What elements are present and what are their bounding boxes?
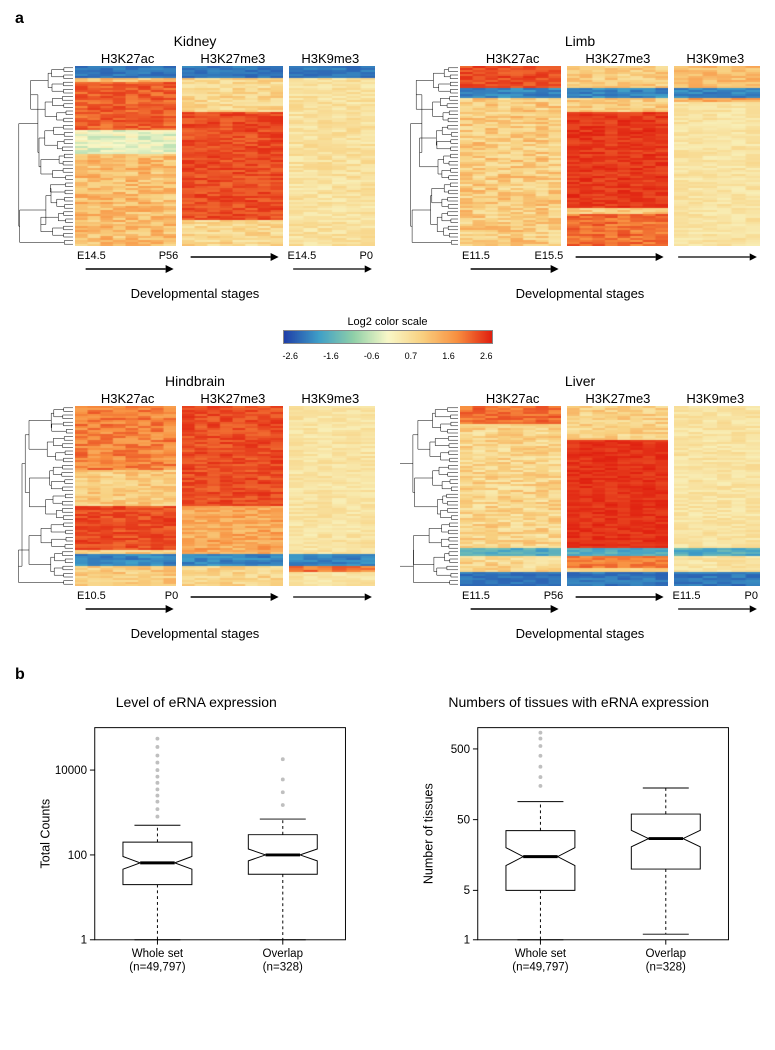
svg-text:(n=328): (n=328) xyxy=(263,962,303,974)
stage-labels: E10.5P0 xyxy=(75,590,180,602)
heatmap-column xyxy=(289,66,375,246)
boxplot: Numbers of tissues with eRNA expression 1… xyxy=(409,694,749,993)
mark-label: H3K27ac xyxy=(460,51,565,66)
svg-text:100: 100 xyxy=(68,850,87,862)
mark-label: H3K9me3 xyxy=(671,391,760,406)
mark-label: H3K27me3 xyxy=(565,391,670,406)
mark-labels: H3K27acH3K27me3H3K9me3 xyxy=(75,391,375,406)
heatmap-hindbrain: Hindbrain H3K27acH3K27me3H3K9me3 E10.5P0 De… xyxy=(15,373,375,641)
heatmap-column xyxy=(460,66,561,246)
heatmap-column xyxy=(567,406,668,586)
heatmap-column xyxy=(182,406,283,586)
mark-label: H3K27me3 xyxy=(180,51,285,66)
panel-a-label: a xyxy=(15,10,760,28)
dendrogram xyxy=(15,406,75,586)
mark-label: H3K9me3 xyxy=(286,51,375,66)
svg-text:Total Counts: Total Counts xyxy=(39,799,53,869)
heatmap-column xyxy=(182,66,283,246)
boxplot-svg: 1 100 10000 Total Counts Whole set (n=49,797)… xyxy=(26,718,366,988)
mark-label: H3K9me3 xyxy=(286,391,375,406)
arrow-icon xyxy=(460,263,565,275)
dev-stages-label: Developmental stages xyxy=(400,626,760,641)
dendrogram xyxy=(400,66,460,246)
panel-b: Level of eRNA expression 1 100 10000 Total C… xyxy=(15,694,760,993)
arrow-icon xyxy=(671,251,760,263)
arrow-icon xyxy=(671,603,760,615)
heatmap-column xyxy=(460,406,561,586)
svg-text:Whole set: Whole set xyxy=(132,948,184,960)
arrow-icon xyxy=(286,263,375,275)
arrow-icon xyxy=(75,603,180,615)
mark-labels: H3K27acH3K27me3H3K9me3 xyxy=(460,391,760,406)
svg-text:1: 1 xyxy=(463,935,469,947)
stage-labels: E11.5E15.5 xyxy=(460,250,565,262)
svg-text:50: 50 xyxy=(457,815,470,827)
arrow-icon xyxy=(75,263,180,275)
heatmap-column xyxy=(75,66,176,246)
svg-text:10000: 10000 xyxy=(55,765,87,777)
heatmap-limb: Limb H3K27acH3K27me3H3K9me3 E11.5E15.5 Deve… xyxy=(400,33,760,301)
svg-text:500: 500 xyxy=(450,744,469,756)
boxplot-svg: 1 5 50 500 Number of tissues Whole set (n=49,7… xyxy=(409,718,749,988)
boxplot-title: Level of eRNA expression xyxy=(26,694,366,710)
colorbar-title: Log2 color scale xyxy=(15,316,760,328)
heatmap-column xyxy=(75,406,176,586)
dev-stages-label: Developmental stages xyxy=(15,626,375,641)
svg-text:Number of tissues: Number of tissues xyxy=(421,783,435,884)
svg-text:(n=49,797): (n=49,797) xyxy=(130,962,186,974)
mark-label: H3K27ac xyxy=(460,391,565,406)
colorbar-gradient xyxy=(283,330,493,344)
stage-labels: E11.5P0 xyxy=(671,590,760,602)
svg-text:Overlap: Overlap xyxy=(263,948,304,960)
stage-labels: E14.5P56 xyxy=(75,250,180,262)
arrow-icon xyxy=(180,591,285,603)
panel-a-row2: HindbrainH3K27acH3K27me3H3K9me3E10.5P0De… xyxy=(15,373,760,641)
heatmap-column xyxy=(674,406,760,586)
boxplot: Level of eRNA expression 1 100 10000 Total C… xyxy=(26,694,366,993)
arrow-icon xyxy=(565,251,670,263)
panel-b-label: b xyxy=(15,666,760,684)
mark-labels: H3K27acH3K27me3H3K9me3 xyxy=(75,51,375,66)
tissue-title: Limb xyxy=(400,33,760,49)
tissue-title: Hindbrain xyxy=(15,373,375,389)
svg-text:Whole set: Whole set xyxy=(514,948,566,960)
arrow-icon xyxy=(286,591,375,603)
heatmap-column xyxy=(674,66,760,246)
dendrogram xyxy=(400,406,460,586)
dev-stages-label: Developmental stages xyxy=(15,286,375,301)
svg-text:(n=49,797): (n=49,797) xyxy=(512,962,568,974)
colorbar-ticks: -2.6-1.6-0.60.71.62.6 xyxy=(283,351,493,361)
arrow-icon xyxy=(565,591,670,603)
arrow-icon xyxy=(460,603,565,615)
tissue-title: Liver xyxy=(400,373,760,389)
mark-labels: H3K27acH3K27me3H3K9me3 xyxy=(460,51,760,66)
mark-label: H3K9me3 xyxy=(671,51,760,66)
dendrogram xyxy=(15,66,75,246)
mark-label: H3K27me3 xyxy=(565,51,670,66)
heatmap-column xyxy=(567,66,668,246)
heatmap-liver: Liver H3K27acH3K27me3H3K9me3 E11.5P56 E11.5… xyxy=(400,373,760,641)
colorbar: Log2 color scale -2.6-1.6-0.60.71.62.6 xyxy=(15,316,760,361)
mark-label: H3K27ac xyxy=(75,391,180,406)
svg-text:1: 1 xyxy=(81,935,87,947)
panel-a: KidneyH3K27acH3K27me3H3K9me3E14.5P56E14.… xyxy=(15,33,760,301)
mark-label: H3K27me3 xyxy=(180,391,285,406)
tissue-title: Kidney xyxy=(15,33,375,49)
heatmap-column xyxy=(289,406,375,586)
arrow-icon xyxy=(180,251,285,263)
heatmap-kidney: Kidney H3K27acH3K27me3H3K9me3 E14.5P56 E14.… xyxy=(15,33,375,301)
svg-text:5: 5 xyxy=(463,885,469,897)
boxplot-title: Numbers of tissues with eRNA expression xyxy=(409,694,749,710)
stage-labels: E11.5P56 xyxy=(460,590,565,602)
dev-stages-label: Developmental stages xyxy=(400,286,760,301)
svg-text:Overlap: Overlap xyxy=(645,948,686,960)
stage-labels: E14.5P0 xyxy=(286,250,375,262)
svg-text:(n=328): (n=328) xyxy=(645,962,685,974)
mark-label: H3K27ac xyxy=(75,51,180,66)
